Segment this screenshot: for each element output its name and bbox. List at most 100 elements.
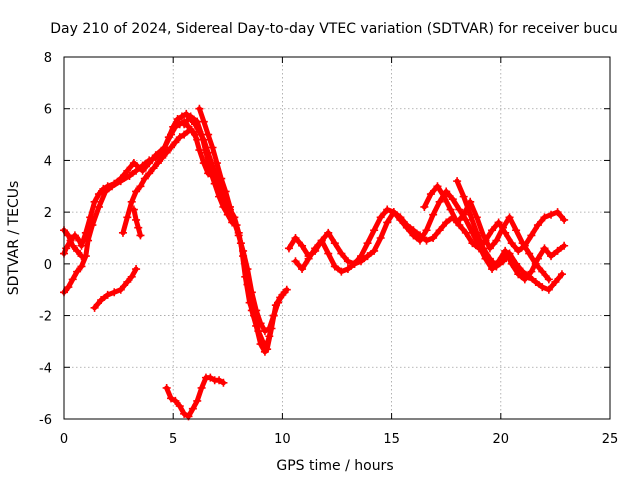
data-point [171, 396, 180, 405]
data-point [64, 283, 73, 292]
data-point [280, 288, 289, 297]
series-layer [60, 104, 569, 421]
data-point [396, 215, 405, 224]
data-point [553, 208, 562, 217]
data-point [73, 246, 82, 255]
data-point [158, 153, 167, 162]
data-point [446, 205, 455, 214]
data-point [383, 218, 392, 227]
data-point [182, 109, 191, 118]
data-point [370, 226, 379, 235]
data-point [274, 298, 283, 307]
data-point [177, 112, 186, 121]
data-point [110, 288, 119, 297]
data-point [97, 296, 106, 305]
data-point [472, 213, 481, 222]
data-point [505, 249, 514, 258]
data-point [263, 345, 272, 354]
data-point [557, 270, 566, 279]
data-point [88, 221, 97, 230]
data-point [488, 265, 497, 274]
data-point [553, 246, 562, 255]
y-tick-label: 8 [44, 51, 52, 66]
data-point [125, 171, 134, 180]
data-point [422, 226, 431, 235]
data-point [132, 187, 141, 196]
data-point [540, 244, 549, 253]
data-point [75, 236, 84, 245]
x-tick-label: 10 [274, 432, 291, 447]
data-point [94, 202, 103, 211]
data-point [90, 197, 99, 206]
data-point [330, 239, 339, 248]
data-point [136, 182, 145, 191]
data-point [547, 210, 556, 219]
data-point [527, 231, 536, 240]
data-point [492, 236, 501, 245]
data-point [531, 259, 540, 268]
data-point [204, 130, 213, 139]
chart-title: Day 210 of 2024, Sidereal Day-to-day VTE… [50, 21, 618, 37]
data-point [512, 226, 521, 235]
data-point [402, 223, 411, 232]
data-point [180, 130, 189, 139]
data-point [186, 125, 195, 134]
data-point [252, 306, 261, 315]
data-point [134, 223, 143, 232]
data-point [389, 208, 398, 217]
data-point [215, 376, 224, 385]
data-point [138, 161, 147, 170]
data-point [188, 404, 197, 413]
data-point [68, 275, 77, 284]
data-point [426, 190, 435, 199]
data-point [77, 262, 86, 271]
data-point [118, 228, 127, 237]
data-point [350, 259, 359, 268]
data-point [171, 138, 180, 147]
data-point [195, 146, 204, 155]
x-axis-label: GPS time / hours [276, 458, 393, 474]
series-track-7 [118, 125, 217, 237]
series-track-6 [162, 373, 228, 421]
data-point [492, 262, 501, 271]
data-point [101, 187, 110, 196]
data-point [337, 249, 346, 258]
data-point [256, 319, 265, 328]
data-point [518, 239, 527, 248]
series-track-8 [129, 205, 145, 240]
data-point [514, 246, 523, 255]
data-point [525, 272, 534, 281]
data-point [498, 257, 507, 266]
data-point [304, 254, 313, 263]
data-point [551, 277, 560, 286]
data-point [376, 234, 385, 242]
data-point [514, 270, 523, 279]
data-point [453, 177, 462, 186]
data-point [455, 205, 464, 214]
data-point [132, 166, 141, 175]
data-point [440, 192, 449, 201]
data-point [547, 252, 556, 261]
data-point [186, 112, 195, 121]
data-point [221, 187, 230, 196]
data-point [363, 239, 372, 248]
data-point [330, 262, 339, 271]
data-point [230, 218, 239, 227]
data-point [461, 215, 470, 224]
data-point [132, 215, 141, 224]
data-point [167, 394, 176, 403]
series-line [421, 183, 552, 282]
data-point [132, 265, 141, 274]
data-point [136, 231, 145, 240]
data-point [169, 122, 178, 131]
data-point [123, 277, 132, 286]
data-point [129, 205, 138, 214]
data-point [544, 275, 553, 284]
data-point [298, 265, 307, 274]
data-point [520, 275, 529, 284]
data-point [145, 169, 154, 178]
y-tick-label: -2 [39, 310, 52, 325]
data-point [269, 311, 278, 320]
data-point [149, 164, 158, 173]
